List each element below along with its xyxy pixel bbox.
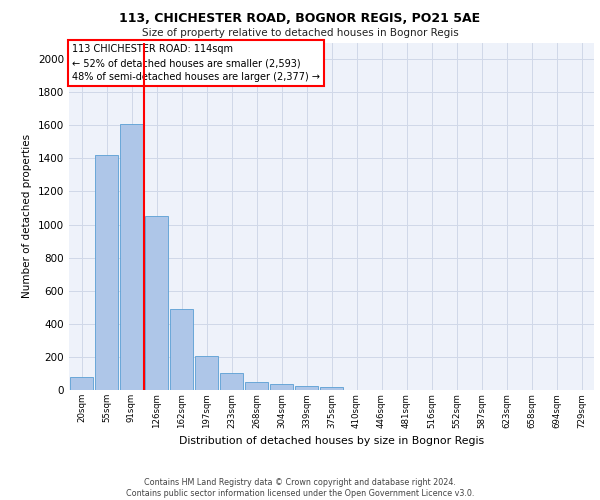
Bar xyxy=(95,155,118,390)
Text: Size of property relative to detached houses in Bognor Regis: Size of property relative to detached ho… xyxy=(142,28,458,38)
Bar xyxy=(220,372,244,390)
Bar xyxy=(170,309,193,390)
Text: 113 CHICHESTER ROAD: 114sqm
← 52% of detached houses are smaller (2,593)
48% of : 113 CHICHESTER ROAD: 114sqm ← 52% of det… xyxy=(71,44,320,82)
Bar xyxy=(320,386,343,390)
Text: 113, CHICHESTER ROAD, BOGNOR REGIS, PO21 5AE: 113, CHICHESTER ROAD, BOGNOR REGIS, PO21… xyxy=(119,12,481,26)
Text: Contains HM Land Registry data © Crown copyright and database right 2024.
Contai: Contains HM Land Registry data © Crown c… xyxy=(126,478,474,498)
Bar xyxy=(70,377,94,390)
Bar xyxy=(245,382,268,390)
Y-axis label: Number of detached properties: Number of detached properties xyxy=(22,134,32,298)
Bar xyxy=(194,356,218,390)
X-axis label: Distribution of detached houses by size in Bognor Regis: Distribution of detached houses by size … xyxy=(179,436,484,446)
Bar xyxy=(269,384,293,390)
Bar xyxy=(295,386,319,390)
Bar xyxy=(145,216,169,390)
Bar xyxy=(119,124,143,390)
